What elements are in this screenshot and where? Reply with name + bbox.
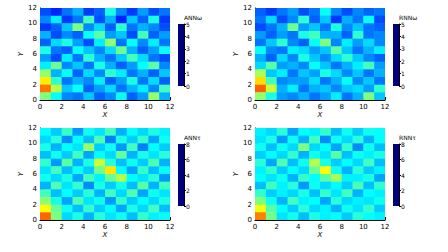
svg-text:3: 3 [186,45,190,52]
svg-text:Y: Y [232,51,240,56]
svg-text:RNNω: RNNω [399,14,417,21]
svg-text:X: X [317,111,323,119]
svg-text:4: 4 [81,223,86,231]
svg-text:0: 0 [38,223,42,231]
svg-text:0: 0 [401,203,405,210]
svg-text:6: 6 [401,156,405,163]
svg-text:6: 6 [186,156,190,163]
svg-text:10: 10 [28,139,37,147]
svg-text:0: 0 [186,83,190,90]
svg-text:8: 8 [248,155,252,163]
svg-text:8: 8 [124,103,128,111]
svg-text:12: 12 [166,103,175,111]
svg-text:6: 6 [318,223,323,231]
svg-text:X: X [102,231,108,239]
svg-text:12: 12 [381,223,390,231]
svg-text:5: 5 [401,21,405,28]
svg-text:8: 8 [33,155,37,163]
svg-text:8: 8 [339,103,343,111]
svg-text:12: 12 [243,124,252,132]
svg-text:4: 4 [401,33,405,40]
svg-text:2: 2 [33,201,37,209]
svg-text:6: 6 [103,103,108,111]
svg-text:4: 4 [248,185,253,193]
svg-text:2: 2 [59,103,63,111]
svg-text:6: 6 [33,50,38,58]
svg-text:8: 8 [401,141,405,148]
svg-text:8: 8 [339,223,343,231]
svg-text:10: 10 [28,19,37,27]
svg-text:8: 8 [33,35,37,43]
svg-text:2: 2 [401,187,405,194]
svg-text:X: X [102,111,108,119]
svg-text:0: 0 [253,103,257,111]
svg-text:0: 0 [253,223,257,231]
svg-text:Y: Y [17,51,25,56]
svg-text:2: 2 [186,58,190,65]
svg-text:12: 12 [28,4,37,12]
svg-text:12: 12 [381,103,390,111]
svg-text:2: 2 [274,223,278,231]
svg-text:10: 10 [144,223,153,231]
svg-text:0: 0 [38,103,42,111]
svg-text:0: 0 [248,96,252,104]
svg-text:2: 2 [248,81,252,89]
svg-text:8: 8 [186,141,190,148]
svg-text:6: 6 [103,223,108,231]
svg-text:10: 10 [359,223,368,231]
svg-text:5: 5 [186,21,190,28]
svg-text:12: 12 [166,223,175,231]
svg-text:0: 0 [186,203,190,210]
svg-text:Y: Y [232,171,240,176]
svg-text:4: 4 [401,172,405,179]
svg-text:4: 4 [186,33,190,40]
svg-text:Y: Y [17,171,25,176]
svg-text:10: 10 [359,103,368,111]
svg-text:1: 1 [401,70,405,77]
svg-text:6: 6 [33,170,38,178]
svg-text:10: 10 [243,139,252,147]
svg-text:4: 4 [33,65,38,73]
svg-text:ANNτ: ANNτ [184,134,201,141]
svg-text:0: 0 [248,216,252,224]
svg-text:6: 6 [248,50,253,58]
svg-text:8: 8 [124,223,128,231]
svg-text:2: 2 [59,223,63,231]
svg-text:ANNω: ANNω [184,14,202,21]
svg-text:6: 6 [248,170,253,178]
svg-text:0: 0 [33,96,37,104]
svg-text:X: X [317,231,323,239]
svg-text:3: 3 [401,45,405,52]
svg-text:2: 2 [33,81,37,89]
svg-text:8: 8 [248,35,252,43]
svg-text:RNNτ: RNNτ [399,134,416,141]
svg-text:2: 2 [401,58,405,65]
svg-text:4: 4 [186,172,190,179]
svg-text:1: 1 [186,70,190,77]
svg-text:4: 4 [81,103,86,111]
svg-text:12: 12 [243,4,252,12]
svg-text:10: 10 [144,103,153,111]
svg-text:10: 10 [243,19,252,27]
svg-text:12: 12 [28,124,37,132]
svg-text:4: 4 [296,223,301,231]
svg-text:6: 6 [318,103,323,111]
svg-text:2: 2 [248,201,252,209]
svg-text:0: 0 [33,216,37,224]
svg-text:4: 4 [248,65,253,73]
svg-text:2: 2 [274,103,278,111]
svg-text:2: 2 [186,187,190,194]
svg-text:4: 4 [33,185,38,193]
svg-text:4: 4 [296,103,301,111]
svg-text:0: 0 [401,83,405,90]
